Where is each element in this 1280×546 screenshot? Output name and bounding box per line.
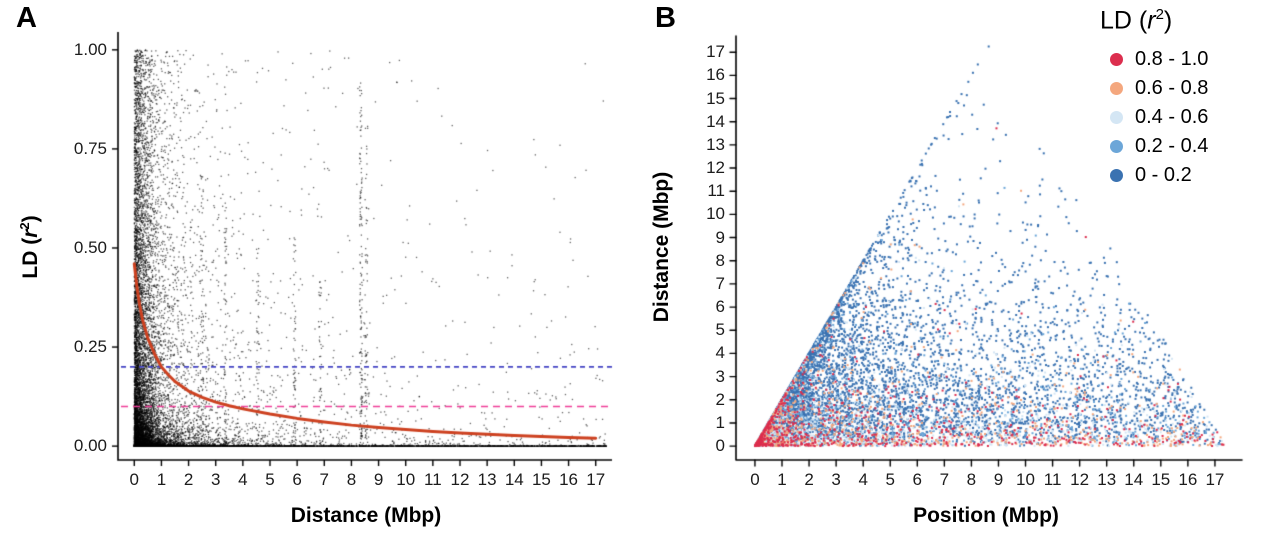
legend-title-prefix: LD ( <box>1100 6 1148 35</box>
legend-label: 0.6 - 0.8 <box>1135 77 1209 100</box>
panel-b-x-tick-label: 0 <box>750 470 760 489</box>
panel-b-y-tick-label: 3 <box>715 366 725 386</box>
legend-title-suffix: ) <box>1163 6 1173 35</box>
y-title-var: r <box>19 229 42 238</box>
legend-entry: 0.4 - 0.6 <box>1098 103 1208 132</box>
legend-entries: 0.8 - 1.0 0.6 - 0.8 0.4 - 0.6 0.2 - 0.4 0 - … <box>1098 45 1208 190</box>
panel-b-x-tick-label: 13 <box>1097 470 1117 489</box>
panel-a-x-tick-label: 6 <box>292 470 302 489</box>
panel-a-x-tick-label: 1 <box>156 470 167 489</box>
panel-b-x-tick-label: 12 <box>1070 470 1090 489</box>
panel-a-x-tick-label: 16 <box>559 470 579 489</box>
panel-b-y-tick-label: 13 <box>706 134 725 154</box>
panel-b-y-tick-label: 6 <box>715 297 725 317</box>
panel-b-x-tick-label: 5 <box>885 470 895 489</box>
legend-label: 0.8 - 1.0 <box>1135 48 1209 71</box>
panel-b-x-tick-label: 16 <box>1178 470 1198 489</box>
legend-label: 0 - 0.2 <box>1135 164 1192 187</box>
y-title-suffix: ) <box>19 215 42 223</box>
y-title-prefix: LD ( <box>19 237 42 279</box>
panel-b-y-tick-label: 17 <box>706 42 725 62</box>
legend-swatch-icon <box>1110 82 1123 96</box>
panel-a-x-tick-label: 3 <box>210 470 221 489</box>
legend-entry: 0.2 - 0.4 <box>1098 132 1208 161</box>
panel-b-y-tick-label: 0 <box>715 436 725 456</box>
panel-a-x-tick-label: 0 <box>129 470 140 489</box>
legend-entry: 0.6 - 0.8 <box>1098 74 1208 103</box>
ld-legend: LD (r2) 0.8 - 1.0 0.6 - 0.8 0.4 - 0.6 0.2 -… <box>1098 6 1208 190</box>
panel-a-x-tick-label: 7 <box>319 470 330 489</box>
panel-b-y-tick-label: 16 <box>706 65 725 85</box>
panel-a-x-tick-label: 14 <box>504 470 524 489</box>
panel-a-x-tick-label: 9 <box>373 470 384 489</box>
panel-a-y-tick-label: 0.25 <box>73 337 107 357</box>
panel-b-x-tick-label: 15 <box>1151 470 1171 489</box>
panel-b-y-tick-label: 12 <box>706 158 725 178</box>
panel-b-y-tick-label: 11 <box>707 181 725 201</box>
legend-entry: 0 - 0.2 <box>1098 161 1208 190</box>
panel-b-y-tick-label: 5 <box>715 320 725 340</box>
panel-a-y-tick-label: 0.50 <box>73 237 107 257</box>
panel-b-y-tick-label: 4 <box>715 343 725 363</box>
panel-a-y-axis-title: LD (r2) <box>17 215 43 278</box>
panel-a-x-tick-label: 11 <box>424 470 442 489</box>
panel-a-x-tick-label: 8 <box>346 470 357 489</box>
panel-b-x-tick-label: 3 <box>831 470 841 489</box>
panel-b-x-tick-label: 14 <box>1124 470 1144 489</box>
panel-b-y-tick-label: 15 <box>706 88 725 108</box>
panel-a-x-tick-label: 15 <box>531 470 551 489</box>
legend-swatch-icon <box>1110 140 1123 154</box>
panel-b-y-tick-label: 14 <box>706 111 725 131</box>
panel-b-x-tick-label: 4 <box>858 470 868 489</box>
panel-a-x-tick-label: 13 <box>477 470 497 489</box>
legend-label: 0.4 - 0.6 <box>1135 106 1209 129</box>
panel-a-y-tick-label: 1.00 <box>73 39 107 59</box>
legend-title: LD (r2) <box>1100 6 1208 35</box>
panel-b-y-axis-title: Distance (Mbp) <box>650 171 673 323</box>
panel-b-letter: B <box>655 2 676 34</box>
panel-b-x-tick-label: 11 <box>1043 470 1062 489</box>
panel-b-x-tick-label: 1 <box>777 470 787 489</box>
legend-title-var: r <box>1147 6 1156 35</box>
panel-a-x-tick-label: 12 <box>450 470 470 489</box>
panel-b-x-tick-label: 9 <box>993 470 1004 489</box>
panel-b-x-axis-title: Position (Mbp) <box>913 504 1059 527</box>
panel-b-x-tick-label: 8 <box>966 470 977 489</box>
panel-a-y-tick-label: 0.75 <box>73 138 107 158</box>
panel-a-x-tick-label: 5 <box>265 470 275 489</box>
panel-a-x-tick-label: 2 <box>183 470 194 489</box>
panel-a-x-tick-label: 10 <box>396 470 416 489</box>
legend-swatch-icon <box>1110 111 1123 125</box>
panel-a-y-tick-label: 0.00 <box>73 436 107 456</box>
panel-a-x-axis-title: Distance (Mbp) <box>290 504 442 527</box>
legend-label: 0.2 - 0.4 <box>1135 135 1209 158</box>
panel-b-x-tick-label: 17 <box>1205 470 1225 489</box>
panel-a-x-tick-label: 17 <box>586 470 606 489</box>
panel-b-x-tick-label: 7 <box>939 470 950 489</box>
panel-b-y-tick-label: 10 <box>706 204 725 224</box>
legend-title-sup: 2 <box>1155 6 1164 23</box>
legend-swatch-icon <box>1110 53 1123 67</box>
panel-b-y-tick-label: 2 <box>715 389 725 409</box>
legend-swatch-icon <box>1110 169 1123 183</box>
panel-a-x-tick-label: 4 <box>238 470 248 489</box>
panel-b-x-tick-label: 2 <box>804 470 814 489</box>
y-title-sup: 2 <box>17 222 32 230</box>
panel-a-letter: A <box>16 2 37 34</box>
legend-entry: 0.8 - 1.0 <box>1098 45 1208 74</box>
panel-b-x-tick-label: 6 <box>912 470 923 489</box>
panel-b-y-tick-label: 7 <box>715 273 725 293</box>
panel-b-y-tick-label: 8 <box>715 250 725 270</box>
panel-b-y-tick-label: 9 <box>715 227 725 247</box>
panel-b-y-tick-label: 1 <box>715 412 725 432</box>
panel-b-x-tick-label: 10 <box>1016 470 1035 489</box>
